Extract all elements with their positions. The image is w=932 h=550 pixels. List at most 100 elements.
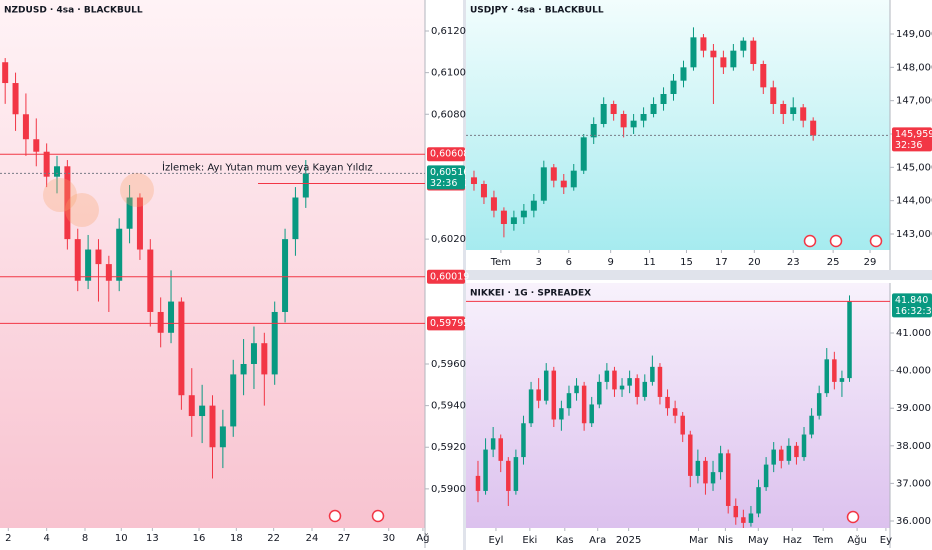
price-tag	[427, 269, 465, 284]
candle-body	[748, 513, 754, 523]
candle-body	[590, 124, 597, 138]
candle-body	[2, 62, 9, 84]
x-tick-label: 23	[787, 257, 800, 268]
candle-body	[703, 460, 708, 484]
pattern-highlight	[43, 178, 77, 212]
candle-body	[498, 438, 503, 461]
candle-body	[710, 50, 717, 58]
candle-body	[604, 370, 610, 382]
event-icon	[803, 234, 817, 248]
candle-body	[240, 364, 247, 375]
candle-body	[230, 374, 237, 427]
x-tick-label: 24	[306, 533, 319, 544]
candle-body	[670, 80, 677, 94]
x-tick-label: Ara	[589, 535, 606, 546]
candle-body	[570, 170, 577, 188]
event-icon	[869, 234, 883, 248]
candle-body	[43, 151, 50, 177]
candle-body	[188, 395, 195, 417]
candle-body	[610, 104, 617, 114]
candle-body	[581, 385, 587, 424]
candle-body	[271, 311, 278, 375]
last-price-label: 0,60516	[430, 167, 469, 178]
candle-body	[250, 343, 257, 365]
y-tick-label: 148,000	[896, 62, 932, 73]
y-tick-label: 0,60200	[431, 234, 472, 245]
panel-divider	[466, 270, 932, 280]
candle-body	[510, 217, 517, 224]
price-tag	[427, 316, 465, 331]
x-tick-label: Tem	[812, 535, 833, 546]
candle-body	[800, 107, 807, 121]
x-tick-label: Eyl	[488, 535, 503, 546]
candle-body	[680, 415, 685, 435]
candle-body	[690, 37, 697, 68]
candle-body	[550, 167, 557, 181]
candle-body	[695, 460, 701, 476]
x-tick-label: Ağ	[416, 532, 429, 544]
candle-body	[597, 381, 602, 405]
candle-body	[566, 393, 572, 409]
y-tick-label: 144,000	[896, 196, 932, 207]
candle-body	[710, 472, 716, 484]
candle-body	[126, 197, 133, 229]
candle-body	[521, 423, 526, 458]
candle-body	[750, 40, 757, 64]
candle-body	[779, 449, 784, 461]
countdown: 32:36	[430, 178, 457, 189]
candle-body	[660, 94, 667, 104]
candle-body	[640, 114, 647, 121]
y-tick-label: 0,61200	[431, 26, 472, 37]
candle-body	[634, 378, 640, 397]
candle-body	[74, 239, 81, 281]
candle-body	[756, 487, 761, 514]
candle-body	[490, 197, 497, 211]
x-tick-label: Ey	[880, 535, 892, 546]
last-price-tag	[427, 165, 465, 190]
chart-title: NZDUSD · 4sa · BLACKBULL	[4, 6, 143, 16]
chart-title: USDJPY · 4sa · BLACKBULL	[470, 6, 604, 16]
pattern-highlight	[65, 193, 99, 227]
candle-body	[720, 57, 727, 68]
x-tick-label: May	[748, 535, 769, 546]
candle-body	[770, 87, 777, 104]
candle-body	[551, 370, 557, 420]
candle-body	[506, 460, 511, 491]
y-tick-label: 147,000	[896, 96, 932, 107]
candle-body	[559, 408, 564, 420]
x-tick-label: 25	[827, 257, 840, 268]
chart-title: NIKKEI · 1G · SPREADEX	[470, 289, 591, 299]
candle-body	[95, 249, 102, 265]
candle-body	[740, 40, 747, 51]
candle-body	[786, 445, 792, 461]
candle-body	[589, 404, 594, 424]
y-tick-label: 0,59200	[431, 442, 472, 453]
candle-body	[282, 239, 289, 312]
last-price-label: 41.840	[895, 295, 928, 306]
candle-body	[810, 120, 817, 136]
x-tick-label: 16	[193, 533, 206, 544]
x-tick-label: 8	[82, 533, 88, 544]
annotation: İzlemek: Ayı Yutan mum veya Kayan Yıldız	[162, 160, 373, 173]
y-tick-label: 0,59400	[431, 401, 472, 412]
candle-body	[700, 37, 707, 51]
x-tick-label: Eki	[522, 535, 537, 546]
candle-body	[178, 301, 185, 396]
last-price-tag	[892, 293, 932, 318]
x-tick-label: 27	[338, 533, 351, 544]
candle-body	[520, 210, 527, 218]
candle-body	[725, 453, 731, 506]
candle-body	[490, 438, 496, 450]
candles	[475, 295, 852, 528]
candle-body	[580, 137, 587, 171]
candle-body	[64, 166, 71, 240]
candle-body	[475, 475, 481, 491]
x-tick-label: 3	[536, 257, 542, 268]
candle-body	[12, 83, 19, 115]
candle-body	[530, 200, 537, 211]
candle-body	[54, 166, 61, 177]
candle-body	[771, 449, 776, 465]
x-tick-label: 20	[748, 257, 761, 268]
y-tick-label: 0,59000	[431, 484, 472, 495]
